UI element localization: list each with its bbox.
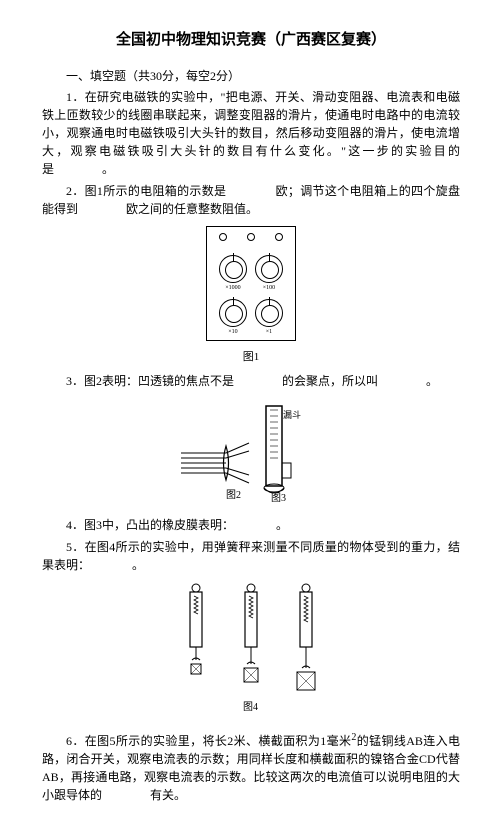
section-header: 一、填空题（共30分，每空2分） [42, 67, 460, 84]
dial-label: ×10 [219, 329, 247, 335]
dial-icon [255, 299, 283, 327]
figure-4-spring-scales: 图4 [161, 582, 341, 717]
figure-4-container: 图4 [42, 582, 460, 722]
question-5: 5．在图4所示的实验中，用弹簧秤来测量不同质量的物体受到的重力，结果表明： 。 [42, 538, 460, 574]
figure-1-container: ×1000 ×100 ×10 ×1 图1 [42, 226, 460, 364]
question-3: 3．图2表明：凹透镜的焦点不是 的会聚点，所以叫 。 [42, 372, 460, 390]
dial-icon [219, 255, 247, 283]
figure-label: 漏斗 [283, 409, 301, 420]
question-4: 4．图3中，凸出的橡皮膜表明： 。 [42, 516, 460, 534]
terminal-icon [275, 233, 283, 241]
dial-icon [255, 255, 283, 283]
question-2: 2．图1所示的电阻箱的示数是 欧；调节这个电阻箱上的四个旋盘能得到 欧之间的任意… [42, 182, 460, 218]
page-title: 全国初中物理知识竞赛（广西赛区复赛） [42, 28, 460, 49]
figure-2-3-diagram: 漏斗 图2 图3 [171, 398, 331, 503]
dial-icon [219, 299, 247, 327]
terminal-icon [219, 233, 227, 241]
dial-label: ×1000 [219, 285, 247, 291]
figure-2-3-container: 漏斗 图2 图3 [42, 398, 460, 508]
q6-part1: 6．在图5所示的实验里，将长2米、横截面积为1毫米 [66, 734, 351, 748]
figure-1-caption: 图1 [42, 348, 460, 364]
figure-2-caption: 图2 [226, 489, 241, 501]
dial-label: ×1 [255, 329, 283, 335]
figure-3-caption: 图3 [271, 492, 286, 503]
figure-4-caption: 图4 [243, 701, 258, 713]
question-6: 6．在图5所示的实验里，将长2米、横截面积为1毫米2的锰铜线AB连入电路，闭合开… [42, 730, 460, 804]
dial-label: ×100 [255, 285, 283, 291]
question-1: 1．在研究电磁铁的实验中，"把电源、开关、滑动变阻器、电流表和电磁铁上匝数较少的… [42, 88, 460, 178]
figure-1-resistance-box: ×1000 ×100 ×10 ×1 [206, 226, 296, 341]
terminal-icon [247, 233, 255, 241]
